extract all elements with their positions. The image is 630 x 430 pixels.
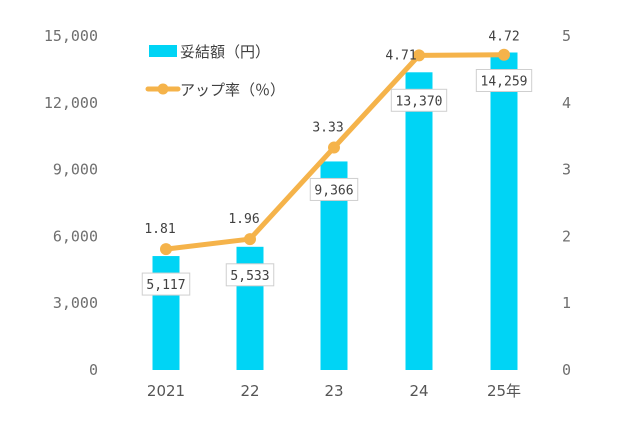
line-data-label: 4.72 bbox=[488, 30, 519, 45]
bar-data-label-box bbox=[225, 263, 275, 287]
bar bbox=[405, 72, 433, 370]
y-right-tick-label: 3 bbox=[562, 161, 571, 179]
legend-line-marker bbox=[157, 83, 169, 95]
line-point bbox=[160, 243, 172, 256]
x-tick-label: 25年 bbox=[487, 382, 521, 400]
legend-bar-swatch bbox=[149, 45, 177, 57]
bar-data-labels: 5,117 5,533 9,366 13,370 14,259 bbox=[141, 68, 533, 296]
legend-line-label: アップ率（％） bbox=[180, 81, 285, 99]
line-data-label: 3.33 bbox=[312, 121, 343, 136]
line-data-label: 4.71 bbox=[385, 48, 416, 63]
y-left-tick-label: 3,000 bbox=[53, 294, 98, 312]
line-point bbox=[244, 233, 256, 246]
bar-data-label-box bbox=[309, 177, 359, 201]
line-data-label: 1.81 bbox=[144, 222, 175, 237]
y-left-tick-label: 0 bbox=[89, 361, 98, 379]
bar-data-label: 13,370 bbox=[396, 94, 443, 109]
line-series bbox=[160, 48, 510, 256]
bar-data-label-box bbox=[475, 68, 533, 92]
y-left-tick-label: 12,000 bbox=[44, 94, 98, 112]
legend-bar-label: 妥結額（円） bbox=[180, 43, 270, 61]
bar-data-label-box bbox=[390, 88, 448, 112]
bar-data-label: 9,366 bbox=[314, 183, 353, 198]
legend: 妥結額（円） アップ率（％） bbox=[145, 43, 285, 99]
right-axis-ticks: 0 1 2 3 4 5 bbox=[562, 27, 571, 379]
y-right-tick-label: 1 bbox=[562, 294, 571, 312]
line-point bbox=[498, 48, 510, 61]
bar-data-label: 5,533 bbox=[230, 269, 269, 284]
y-right-tick-label: 4 bbox=[562, 94, 571, 112]
y-right-tick-label: 2 bbox=[562, 227, 571, 245]
y-right-tick-label: 0 bbox=[562, 361, 571, 379]
line-data-label: 1.96 bbox=[228, 212, 259, 227]
x-tick-label: 23 bbox=[324, 382, 343, 400]
x-tick-label: 24 bbox=[409, 382, 428, 400]
left-axis-ticks: 0 3,000 6,000 9,000 12,000 15,000 bbox=[44, 27, 98, 379]
line-point bbox=[413, 49, 425, 62]
x-tick-label: 2021 bbox=[147, 382, 185, 400]
line-data-labels: 1.81 1.96 3.33 4.71 4.72 bbox=[144, 30, 519, 237]
bar-data-label: 5,117 bbox=[146, 278, 185, 293]
bar-data-label-box bbox=[141, 272, 191, 296]
x-axis-ticks: 2021 22 23 24 25年 bbox=[147, 382, 521, 400]
x-tick-label: 22 bbox=[240, 382, 259, 400]
bar-data-label: 14,259 bbox=[481, 74, 528, 89]
y-left-tick-label: 15,000 bbox=[44, 27, 98, 45]
line-point bbox=[328, 141, 340, 154]
y-left-tick-label: 6,000 bbox=[53, 227, 98, 245]
bar-series bbox=[152, 52, 518, 370]
y-left-tick-label: 9,000 bbox=[53, 161, 98, 179]
y-right-tick-label: 5 bbox=[562, 27, 571, 45]
bar bbox=[490, 52, 518, 370]
